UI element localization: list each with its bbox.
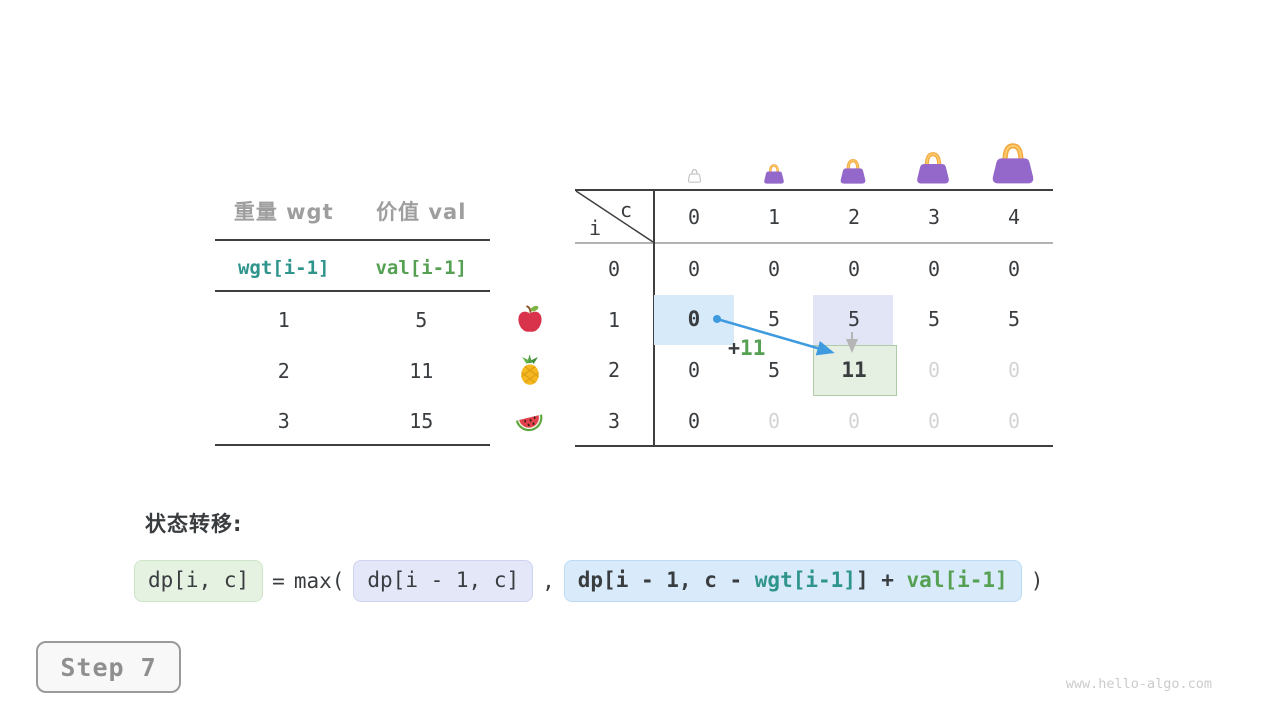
dp-cell-2-4: 0 xyxy=(1007,358,1021,382)
dp-row-headers: 0 1 2 3 xyxy=(575,244,653,446)
handbag-icon xyxy=(973,130,1053,184)
comma: , xyxy=(542,569,555,593)
wgt-index-label: wgt[i-1] xyxy=(237,257,330,279)
added-value: 11 xyxy=(740,336,766,360)
handbag-icon xyxy=(813,130,893,184)
dp-cell-3-1: 0 xyxy=(767,409,781,433)
dp-table-line-top xyxy=(575,189,1053,191)
dp-col-headers: 0 1 2 3 4 xyxy=(654,192,1054,242)
handbag-icon xyxy=(893,130,973,184)
close-paren: ) xyxy=(1030,569,1044,593)
corner-col-var: c xyxy=(620,198,633,222)
dp-cell-3-4: 0 xyxy=(1007,409,1021,433)
dp-cell-3-3: 0 xyxy=(927,409,941,433)
corner-diagonal-line xyxy=(575,190,654,243)
col-header-1: 1 xyxy=(767,205,781,229)
dp-row-0: 0 0 0 0 0 xyxy=(654,244,1054,295)
items-table-line-top xyxy=(215,239,490,241)
empty-bag-icon xyxy=(654,130,734,184)
row-header-0: 0 xyxy=(607,257,621,281)
dp-cell-1-2: 5 xyxy=(847,307,861,331)
items-table-line-bottom xyxy=(215,444,490,446)
dp-cell-1-4: 5 xyxy=(1007,307,1021,331)
dp-cell-0-1: 0 xyxy=(767,257,781,281)
watermelon-icon xyxy=(514,404,546,436)
col-header-3: 3 xyxy=(927,205,941,229)
dp-cell-2-1: 5 xyxy=(767,358,781,382)
item-3-weight: 3 xyxy=(277,409,290,433)
handbag-icon xyxy=(734,130,814,184)
dp-table-line-bottom xyxy=(575,445,1053,447)
dp-cell-0-3: 0 xyxy=(927,257,941,281)
items-table-line-mid xyxy=(215,290,490,292)
item-2-weight: 2 xyxy=(277,359,290,383)
formula-arg-skip: dp[i - 1, c] xyxy=(353,560,534,602)
dp-cell-0-0: 0 xyxy=(687,257,701,281)
arg-take-bracket: ] xyxy=(855,568,869,593)
item-1-value: 5 xyxy=(415,308,428,332)
dp-row-2: 0 5 11 0 0 xyxy=(654,345,1054,396)
dp-cell-1-0: 0 xyxy=(687,307,701,331)
watermark: www.hello-algo.com xyxy=(1065,676,1212,692)
row-header-3: 3 xyxy=(607,408,621,433)
step-badge: Step 7 xyxy=(36,641,181,693)
transfer-value-label: +11 xyxy=(728,336,765,360)
item-row-2: 2 11 xyxy=(215,356,490,386)
dp-cell-1-3: 5 xyxy=(927,307,941,331)
corner-row-var: i xyxy=(589,216,602,240)
dp-cell-3-0: 0 xyxy=(687,409,701,433)
item-1-weight: 1 xyxy=(277,308,290,332)
item-row-3: 3 15 xyxy=(215,406,490,436)
items-table-index-row: wgt[i-1] val[i-1] xyxy=(215,253,490,283)
arg-take-head: dp[i - 1, c - xyxy=(577,568,755,593)
arg-take-wgt: wgt[i-1] xyxy=(754,568,856,593)
plus-sign: + xyxy=(728,336,741,360)
row-header-1: 1 xyxy=(607,307,621,332)
item-3-value: 15 xyxy=(409,409,434,433)
col-header-4: 4 xyxy=(1007,205,1021,229)
item-2-value: 11 xyxy=(409,359,434,383)
equals-sign: = xyxy=(272,569,285,593)
item-row-1: 1 5 xyxy=(215,305,490,335)
dp-cell-3-2: 0 xyxy=(847,409,861,433)
dp-cell-2-2: 11 xyxy=(841,358,867,382)
max-open: max( xyxy=(293,569,345,593)
pineapple-icon xyxy=(514,354,546,386)
arg-take-plus: + xyxy=(868,568,907,593)
dp-cell-2-0: 0 xyxy=(687,358,701,382)
row-header-2: 2 xyxy=(607,358,621,383)
dp-cell-0-4: 0 xyxy=(1007,257,1021,281)
formula-lhs: dp[i, c] xyxy=(134,560,264,602)
items-table-header: 重量 wgt 价值 val xyxy=(215,197,490,227)
apple-icon xyxy=(514,303,546,335)
col-header-2: 2 xyxy=(847,205,861,229)
val-index-label: val[i-1] xyxy=(375,257,467,279)
dp-cell-2-3: 0 xyxy=(927,358,941,382)
formula-arg-take: dp[i - 1, c - wgt[i-1]] + val[i-1] xyxy=(563,560,1022,602)
state-transition-label: 状态转移: xyxy=(145,512,243,536)
col-header-0: 0 xyxy=(687,205,701,229)
dp-row-3: 0 0 0 0 0 xyxy=(654,396,1054,447)
value-column-header: 价值 val xyxy=(376,200,467,224)
dp-cell-0-2: 0 xyxy=(847,257,861,281)
weight-column-header: 重量 wgt xyxy=(233,200,334,224)
dp-table-line-header xyxy=(575,242,1053,244)
arg-take-val: val[i-1] xyxy=(906,568,1008,593)
state-transition-formula: dp[i, c] = max( dp[i - 1, c] , dp[i - 1,… xyxy=(134,560,1043,602)
dp-row-1: 0 5 5 5 5 xyxy=(654,294,1054,345)
